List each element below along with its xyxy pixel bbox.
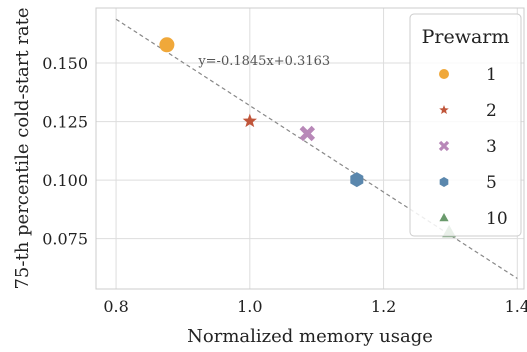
tick-labels: 0.8 1.0 1.2 1.4 0.075 0.100 0.125 0.150 — [42, 54, 527, 316]
legend-marker-3 — [438, 140, 450, 152]
legend-title: Prewarm — [422, 26, 510, 48]
legend-label-3: 3 — [486, 137, 497, 157]
x-tick-label-1: 1.0 — [237, 297, 262, 316]
data-point-prewarm-3 — [299, 125, 316, 142]
legend-marker-2 — [439, 105, 449, 115]
legend-box — [409, 13, 522, 237]
fit-line — [115, 18, 518, 279]
x-tick-label-0: 0.8 — [103, 297, 128, 316]
legend-label-2: 2 — [486, 101, 497, 121]
legend-label-5: 5 — [486, 173, 497, 193]
x-tick-label-2: 1.2 — [371, 297, 396, 316]
x-tick-label-3: 1.4 — [505, 297, 527, 316]
axes-frame — [95, 7, 525, 290]
legend-marker-10 — [439, 213, 449, 222]
data-point-prewarm-5 — [350, 172, 364, 188]
legend-marker-1 — [439, 69, 449, 79]
x-axis-label: Normalized memory usage — [187, 326, 433, 347]
y-tick-label-0: 0.075 — [42, 230, 88, 249]
data-points — [159, 37, 456, 238]
y-tick-label-2: 0.125 — [42, 113, 88, 132]
data-point-prewarm-1 — [159, 37, 175, 53]
fit-line-group — [115, 18, 518, 279]
data-point-prewarm-2 — [242, 113, 257, 128]
plot-frame — [95, 7, 525, 290]
legend-label-1: 1 — [486, 65, 497, 85]
legend-label-10: 10 — [486, 209, 508, 229]
fit-equation-label: y=-0.1845x+0.3163 — [197, 54, 330, 69]
y-tick-label-3: 0.150 — [42, 54, 88, 73]
y-tick-label-1: 0.100 — [42, 171, 88, 190]
y-axis-label: 75-th percentile cold-start rate — [12, 7, 33, 289]
legend-marker-5 — [439, 177, 449, 187]
legend: Prewarm 1 2 3 5 10 — [409, 13, 522, 237]
